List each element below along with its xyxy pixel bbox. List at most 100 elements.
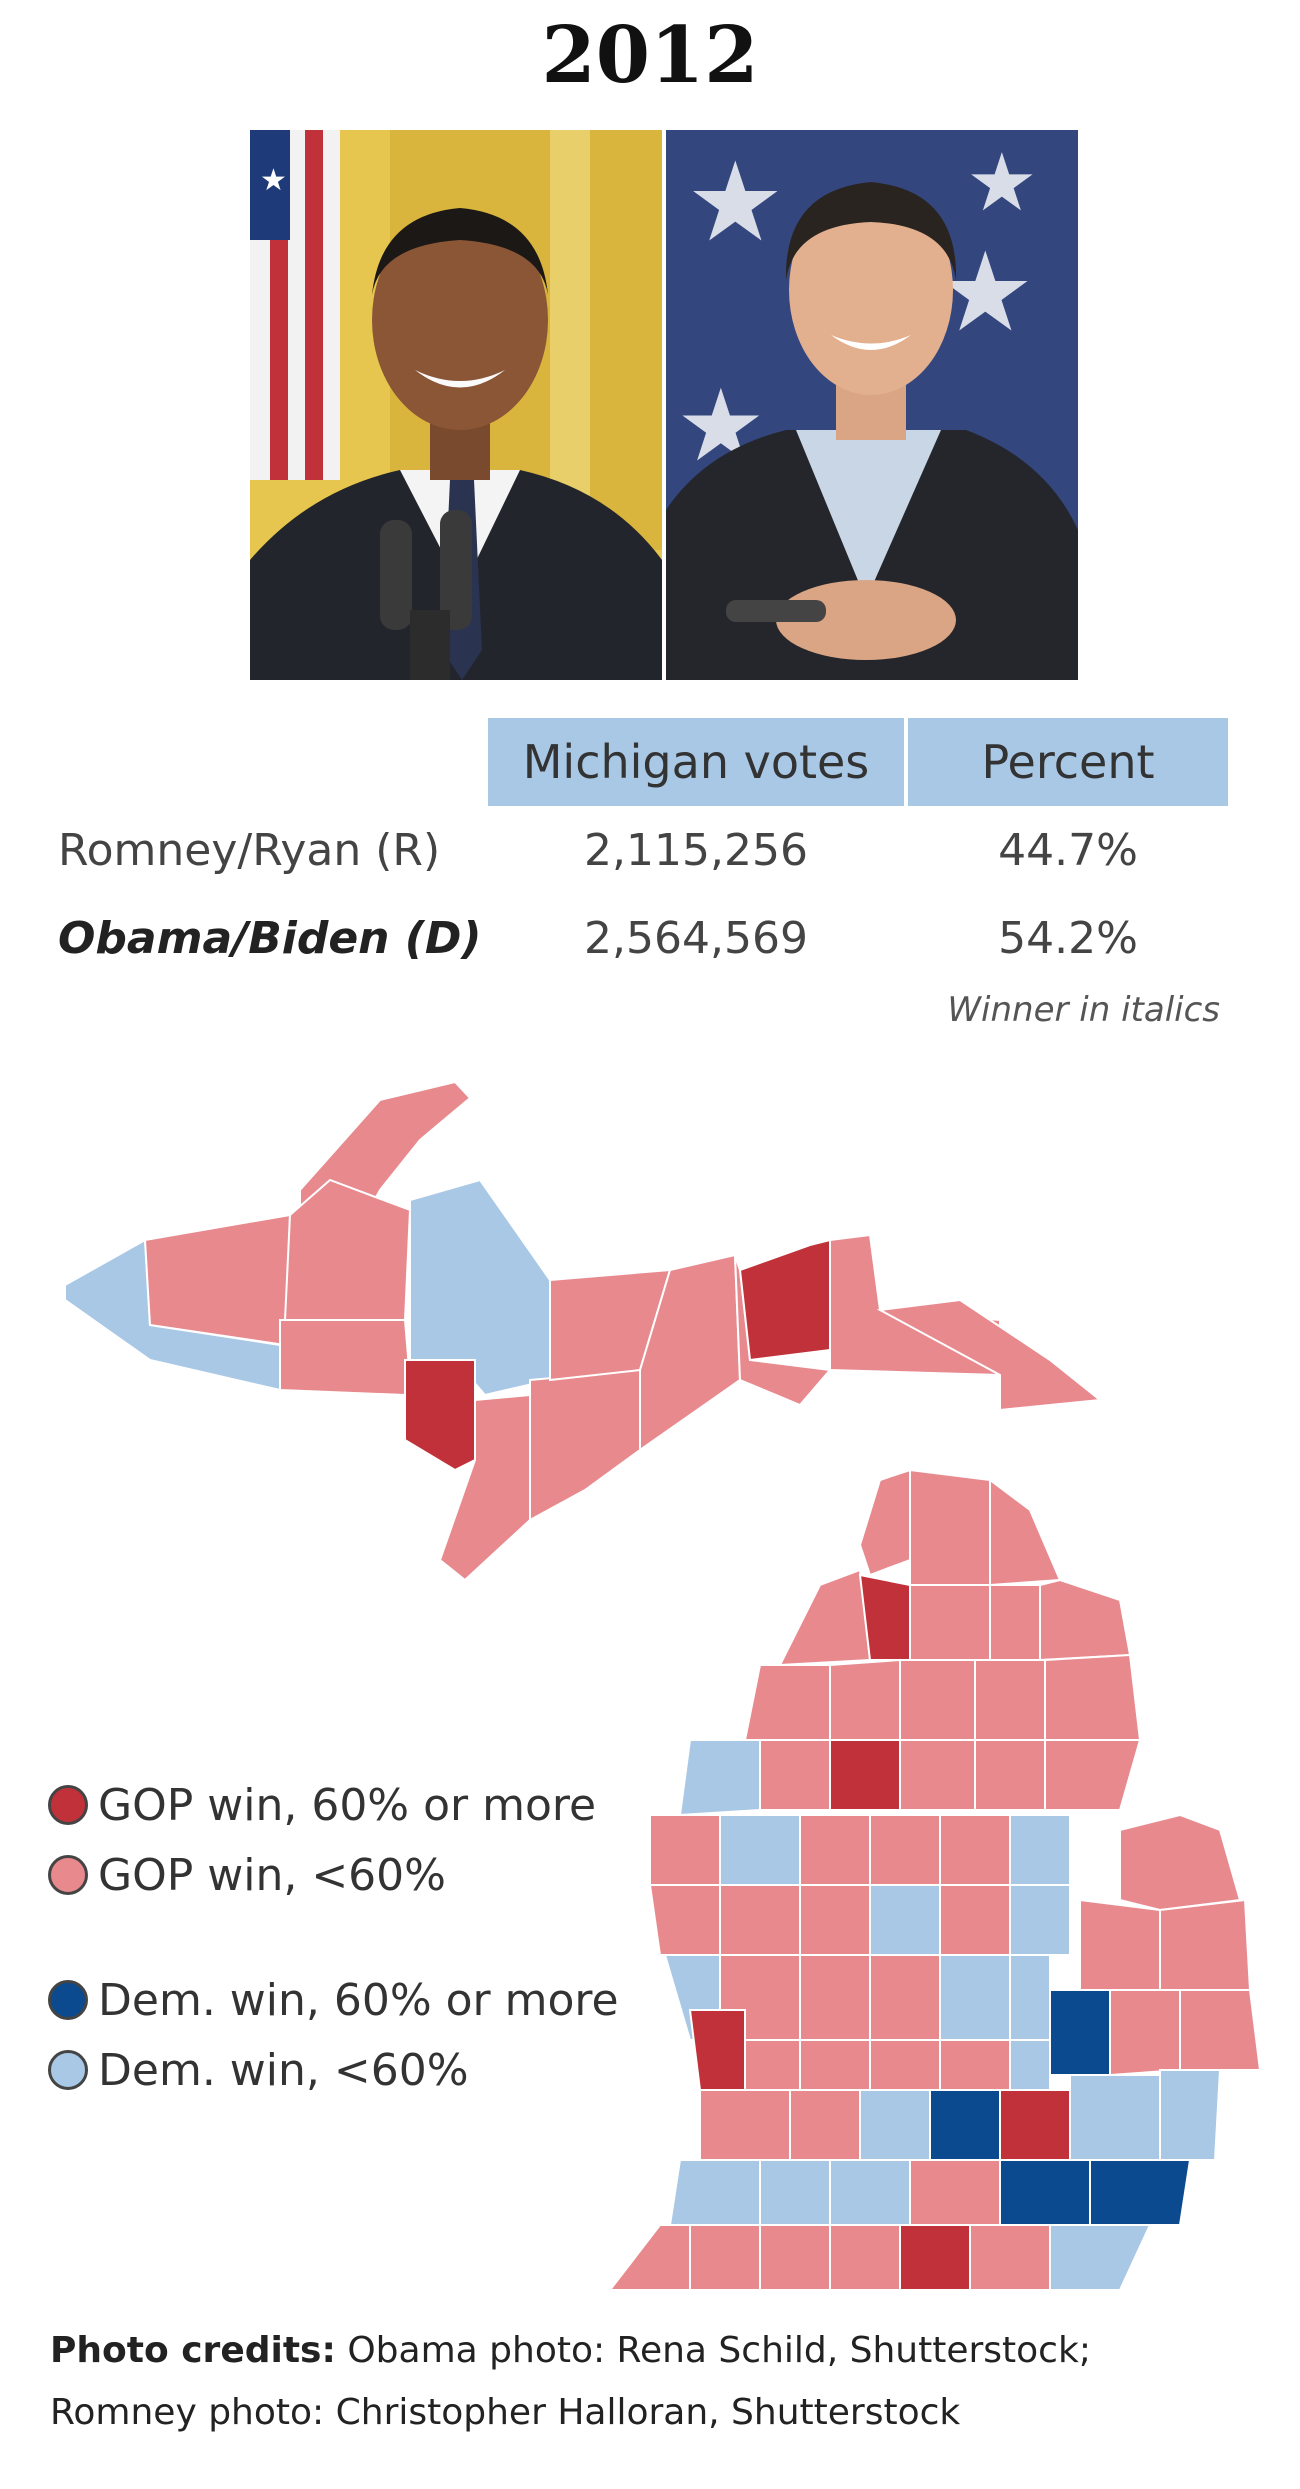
county: [649, 1814, 721, 1886]
county: [759, 2224, 831, 2290]
legend-label: GOP win, <60%: [98, 1849, 446, 1901]
lower-peninsula: [608, 1468, 1262, 2290]
page-title: 2012: [541, 10, 759, 101]
county: [1039, 1578, 1132, 1662]
county: [719, 1884, 801, 1956]
county: [279, 1319, 412, 1397]
county: [799, 2039, 871, 2091]
county: [869, 2039, 941, 2091]
photo-credits: Photo credits: Obama photo: Rena Schild,…: [50, 2320, 1091, 2444]
county: [859, 2089, 931, 2161]
county: [639, 1253, 742, 1452]
county: [283, 1178, 412, 1321]
county: [743, 1664, 831, 1741]
legend-item: Dem. win, 60% or more: [48, 1965, 619, 2035]
table-row: Romney/Ryan (R) 2,115,256 44.7%: [44, 806, 1228, 894]
county: [909, 1584, 991, 1661]
map-legend: GOP win, 60% or more GOP win, <60%: [48, 1770, 596, 1910]
county: [678, 1739, 761, 1817]
legend-swatch-gop: [48, 1855, 88, 1895]
county: [909, 1468, 991, 1586]
county: [1009, 1884, 1071, 1956]
county: [876, 1298, 1103, 1412]
winner-note: Winner in italics: [947, 990, 1220, 1030]
county: [999, 2089, 1071, 2161]
county: [759, 2159, 831, 2226]
svg-text:★: ★: [686, 138, 785, 266]
county: [1179, 1989, 1262, 2071]
michigan-county-map: [64, 1080, 1262, 2290]
county: [829, 2159, 911, 2226]
vote-percent: 54.2%: [998, 912, 1138, 964]
county: [939, 1814, 1011, 1886]
county: [1079, 1898, 1161, 1991]
table-row: Obama/Biden (D) 2,564,569 54.2%: [44, 894, 1228, 982]
county: [999, 2159, 1091, 2226]
obama-photo: ★: [250, 130, 662, 680]
county: [789, 2089, 861, 2161]
legend-item: GOP win, 60% or more: [48, 1770, 596, 1840]
credits-label: Photo credits:: [50, 2330, 336, 2371]
legend-swatch-gop-strong: [48, 1785, 88, 1825]
county: [909, 2159, 1001, 2226]
legend-label: Dem. win, <60%: [98, 2044, 469, 2096]
county: [899, 1659, 976, 1741]
county: [1044, 1739, 1142, 1811]
county: [799, 1814, 871, 1886]
county: [1089, 2159, 1192, 2226]
county: [939, 1884, 1011, 1956]
legend-swatch-dem-strong: [48, 1980, 88, 2020]
vote-count: 2,115,256: [584, 824, 808, 876]
county: [1109, 1989, 1181, 2077]
county: [1009, 1814, 1071, 1886]
county: [899, 2224, 971, 2290]
county: [529, 1368, 641, 1522]
county: [668, 2159, 761, 2226]
county: [1009, 2039, 1051, 2091]
county: [608, 2224, 691, 2290]
county: [738, 1238, 831, 1362]
legend-item: GOP win, <60%: [48, 1840, 596, 1910]
county: [799, 1884, 871, 1956]
county: [143, 1213, 292, 1347]
upper-peninsula: [64, 1080, 1103, 1582]
county: [829, 1739, 901, 1811]
county: [829, 1658, 901, 1741]
county: [699, 2089, 791, 2161]
county: [974, 1739, 1046, 1811]
county: [404, 1359, 476, 1472]
county: [799, 1954, 871, 2041]
county: [939, 1954, 1011, 2041]
county: [989, 1584, 1041, 1661]
county: [1009, 1954, 1051, 2041]
county: [1049, 2224, 1152, 2290]
county: [688, 2009, 746, 2091]
table-corner: [44, 718, 484, 806]
svg-text:★: ★: [966, 136, 1038, 229]
county: [1049, 1989, 1111, 2076]
county: [929, 2089, 1001, 2161]
county: [969, 2224, 1051, 2290]
county: [744, 2039, 801, 2091]
county: [829, 2224, 901, 2290]
credits-obama: Obama photo: Rena Schild, Shutterstock;: [347, 2330, 1091, 2371]
county: [1119, 1813, 1242, 1912]
votes-header: Michigan votes: [488, 718, 904, 806]
vote-count: 2,564,569: [584, 912, 808, 964]
vote-percent: 44.7%: [998, 824, 1138, 876]
county: [719, 1814, 801, 1886]
county: [1044, 1653, 1142, 1741]
percent-header: Percent: [908, 718, 1228, 806]
county: [869, 1814, 941, 1886]
credits-line-1: Photo credits: Obama photo: Rena Schild,…: [50, 2320, 1091, 2382]
legend-item: Dem. win, <60%: [48, 2035, 619, 2105]
legend-label: GOP win, 60% or more: [98, 1779, 597, 1831]
county: [899, 1739, 976, 1811]
county: [689, 2224, 761, 2290]
legend-label: Dem. win, 60% or more: [98, 1974, 619, 2026]
county: [869, 1954, 941, 2041]
county: [989, 1478, 1062, 1587]
map-legend-dem: Dem. win, 60% or more Dem. win, <60%: [48, 1965, 619, 2105]
county: [1159, 2069, 1222, 2161]
county: [858, 1573, 911, 1661]
